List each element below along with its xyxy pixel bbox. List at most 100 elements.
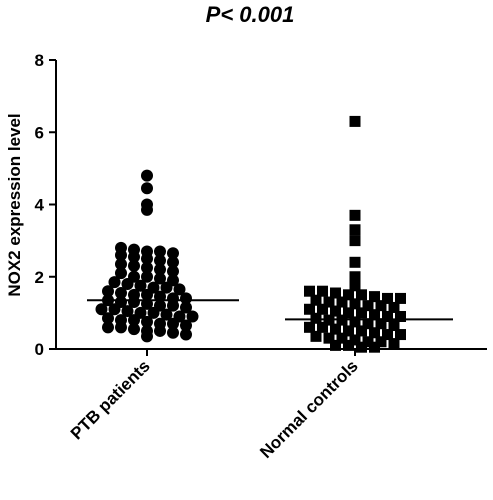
data-point — [180, 319, 192, 332]
data-point — [349, 235, 361, 247]
data-point — [154, 272, 166, 285]
data-point — [173, 283, 186, 296]
data-point — [154, 324, 166, 337]
data-point — [356, 341, 367, 353]
data-point — [336, 332, 348, 344]
data-point — [349, 280, 361, 292]
data-point — [160, 308, 173, 321]
x-tick-label: Normal controls — [256, 356, 362, 462]
data-point — [382, 329, 393, 341]
data-point — [141, 182, 153, 195]
data-point — [395, 329, 406, 341]
data-point — [375, 300, 387, 312]
data-point — [121, 277, 134, 290]
data-point — [304, 321, 315, 333]
y-tick-label: 8 — [35, 51, 44, 70]
data-point — [388, 301, 400, 313]
chart-title: P< 0.001 — [206, 2, 295, 27]
data-point — [369, 327, 380, 339]
data-point — [141, 270, 153, 283]
data-point — [167, 326, 179, 339]
data-point — [186, 310, 199, 323]
data-point — [141, 288, 153, 301]
data-point — [154, 245, 166, 258]
data-point — [317, 321, 328, 333]
data-point — [343, 289, 354, 301]
data-point — [128, 250, 140, 263]
data-point — [330, 323, 341, 335]
data-point — [167, 317, 179, 330]
data-point — [108, 276, 121, 289]
data-point — [134, 279, 147, 292]
data-point — [317, 303, 328, 315]
data-point — [349, 298, 361, 310]
data-point — [349, 224, 361, 236]
data-point — [382, 292, 393, 304]
data-point — [375, 336, 387, 348]
data-point — [349, 256, 361, 268]
data-point — [310, 330, 322, 342]
data-point — [304, 285, 315, 297]
data-point — [362, 318, 374, 330]
data-point — [167, 247, 179, 260]
data-point — [356, 307, 367, 319]
data-point — [343, 339, 354, 351]
data-point — [330, 287, 341, 299]
data-point — [141, 203, 153, 216]
y-tick-label: 6 — [35, 123, 44, 142]
data-point — [141, 330, 153, 343]
y-tick-label: 2 — [35, 268, 44, 287]
data-point — [356, 325, 367, 337]
data-point — [375, 318, 387, 330]
y-tick-label: 4 — [35, 196, 45, 215]
data-point — [349, 115, 361, 127]
data-point — [121, 305, 134, 318]
data-point — [388, 338, 400, 350]
data-point — [141, 252, 153, 265]
data-point — [317, 285, 328, 297]
data-point — [102, 312, 114, 325]
x-tick-label: PTB patients — [67, 356, 154, 443]
data-point — [395, 292, 406, 304]
data-point — [369, 291, 380, 303]
data-point — [180, 328, 192, 341]
data-point — [382, 310, 393, 322]
data-point — [141, 261, 153, 274]
data-point — [349, 209, 361, 221]
data-point — [102, 285, 114, 298]
data-point — [167, 299, 179, 312]
data-point — [349, 271, 361, 283]
data-point — [128, 296, 140, 309]
data-point — [160, 281, 173, 294]
data-point — [115, 258, 127, 271]
data-point — [369, 341, 380, 353]
data-point — [349, 334, 361, 346]
data-point — [323, 296, 335, 308]
data-point — [180, 301, 192, 314]
data-point — [356, 289, 367, 301]
data-point — [180, 292, 192, 305]
data-point — [128, 314, 140, 327]
data-point — [115, 267, 127, 280]
data-point — [343, 325, 354, 337]
data-point — [310, 312, 322, 324]
data-point — [102, 321, 114, 334]
data-point — [388, 320, 400, 332]
data-point — [330, 339, 341, 351]
data-point — [115, 249, 127, 262]
y-axis-label: NOX2 expression level — [5, 113, 24, 296]
data-point — [167, 256, 179, 269]
data-point — [147, 306, 160, 319]
data-point — [154, 263, 166, 276]
data-point — [362, 336, 374, 348]
data-point — [141, 169, 153, 182]
data-point — [167, 265, 179, 278]
data-point — [95, 303, 108, 316]
data-point — [115, 287, 127, 300]
data-point — [115, 321, 127, 334]
data-point — [362, 300, 374, 312]
data-point — [304, 303, 315, 315]
y-tick-label: 0 — [35, 340, 44, 359]
data-point — [343, 307, 354, 319]
